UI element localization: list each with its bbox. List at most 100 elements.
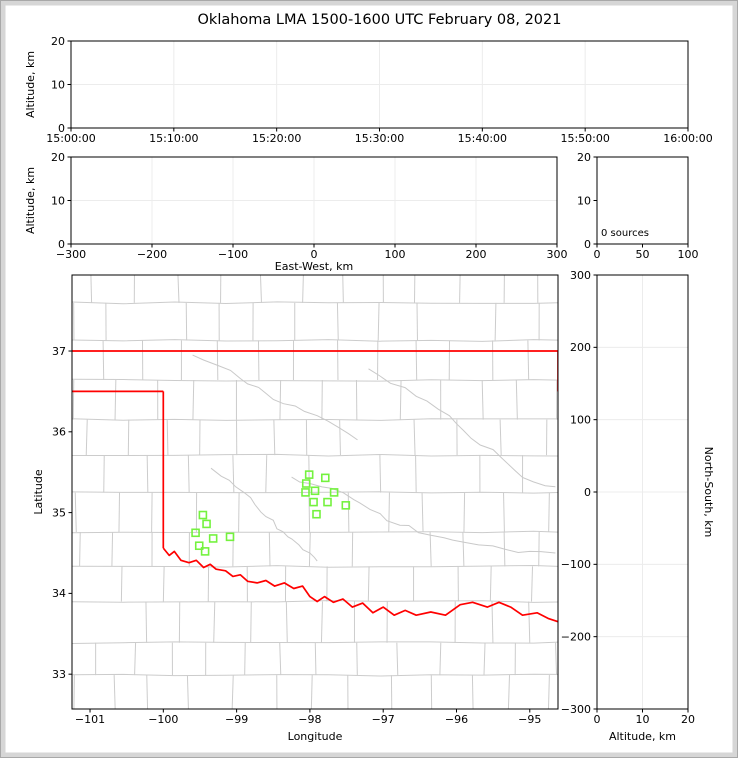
county-line-vertical [114, 380, 117, 420]
county-line-vertical [250, 601, 252, 643]
county-line-horizontal [72, 673, 558, 677]
lma-station-marker [320, 473, 330, 483]
county-line-horizontal [72, 491, 558, 494]
x-axis-label-plan-view-map: Longitude [288, 730, 343, 743]
county-line-vertical [113, 675, 116, 709]
county-line-vertical [259, 275, 262, 303]
y-tick-label: −200 [561, 630, 591, 643]
county-line-vertical [415, 340, 418, 381]
x-tick-label: −300 [56, 248, 86, 261]
county-line-horizontal [72, 301, 558, 305]
red-river-border [162, 547, 558, 623]
y-tick-label: 35 [52, 506, 66, 519]
panel-altitude-vs-east-west: −300 −200 −100 0 100 200 300 0 10 20 East-West, km… [24, 151, 568, 273]
x-axis-label-altitude-vs-east-west: East-West, km [275, 260, 353, 273]
county-line-vertical [213, 601, 216, 643]
cimarron-river [192, 354, 358, 441]
panel-border [70, 156, 558, 245]
y-axis-label-altitude-vs-time: Altitude, km [24, 51, 37, 118]
y-tick-label: −100 [561, 558, 591, 571]
county-line-vertical [356, 642, 358, 676]
county-line-vertical [279, 380, 282, 420]
county-line-vertical [145, 601, 148, 643]
county-line-horizontal [72, 418, 558, 421]
county-line-vertical [463, 492, 466, 533]
lma-station-marker [341, 501, 351, 510]
county-line-vertical [111, 532, 114, 567]
x-tick-label: −97 [372, 713, 395, 726]
y-tick-label: 300 [570, 269, 591, 282]
panel-plan-view-map: −101 −100 −99 −98 −97 −96 −95 33 34 35 36 37 Longitu… [32, 274, 559, 743]
x-tick-label: 16:00:00 [663, 132, 712, 145]
county-line-vertical [483, 642, 486, 676]
county-line-horizontal [72, 564, 558, 568]
x-tick-label: 300 [547, 248, 568, 261]
county-line-vertical [238, 492, 240, 533]
y-tick-label: 34 [52, 587, 66, 600]
panel-north-south-vs-altitude: 0 10 20 300 200 100 0 −100 −200 −300 Altitude, km N… [561, 269, 715, 743]
county-line-vertical [528, 601, 531, 643]
county-line-vertical [85, 419, 88, 456]
county-line-vertical [396, 642, 399, 676]
county-line-horizontal [72, 378, 558, 382]
county-line-vertical [102, 340, 105, 381]
y-tick-label: 10 [577, 194, 591, 207]
panel-altitude-histogram: 0 50 100 0 10 20 0 sources [577, 151, 699, 261]
x-tick-label: −100 [218, 248, 248, 261]
county-line-vertical [527, 340, 530, 381]
y-tick-label: 20 [577, 151, 591, 164]
panel-border [70, 40, 689, 129]
county-line-vertical [491, 601, 494, 643]
county-line-vertical [192, 380, 195, 420]
county-line-vertical [413, 419, 416, 456]
x-tick-label: 15:20:00 [252, 132, 301, 145]
x-tick-label: 15:00:00 [46, 132, 95, 145]
x-tick-label: 20 [681, 713, 695, 726]
y-tick-label: 100 [570, 413, 591, 426]
county-line-vertical [118, 492, 121, 533]
county-line-vertical [555, 642, 558, 676]
y-tick-label: 37 [52, 345, 66, 358]
y-tick-label: 10 [51, 194, 65, 207]
panel-border [596, 156, 689, 245]
county-line-vertical [531, 566, 534, 602]
county-line-vertical [339, 419, 341, 456]
figure-title: Oklahoma LMA 1500-1600 UTC February 08, … [197, 12, 562, 28]
county-line-vertical [481, 380, 484, 420]
county-line-vertical [347, 492, 350, 533]
x-tick-label: 10 [636, 713, 650, 726]
y-axis-label-north-south-vs-altitude: North-South, km [702, 447, 715, 538]
county-line-horizontal [72, 530, 558, 534]
county-line-vertical [232, 455, 235, 493]
county-line-vertical [489, 566, 492, 602]
y-tick-label: 0 [58, 238, 65, 251]
county-line-vertical [265, 455, 268, 493]
county-boundaries [72, 275, 558, 709]
y-tick-label: 20 [51, 35, 65, 48]
lma-station-marker [202, 519, 211, 529]
lma-station-marker [323, 497, 332, 507]
county-line-vertical [244, 642, 246, 676]
county-line-vertical [308, 532, 311, 567]
county-line-horizontal [72, 453, 558, 457]
x-tick-label: 15:30:00 [355, 132, 404, 145]
arkansas-river [368, 368, 556, 488]
county-line-vertical [547, 675, 550, 709]
county-line-horizontal [72, 641, 558, 644]
county-line-vertical [503, 492, 505, 533]
lma-station-marker [194, 541, 204, 551]
y-axis-label-altitude-vs-east-west: Altitude, km [24, 167, 37, 234]
x-tick-label: 15:10:00 [149, 132, 198, 145]
county-line-vertical [515, 380, 518, 420]
county-line-vertical [459, 275, 461, 303]
county-line-vertical [231, 675, 234, 709]
county-line-vertical [216, 340, 219, 381]
panel-altitude-vs-time: 15:00:00 15:10:00 15:20:00 15:30:00 15:40:00… [24, 35, 713, 145]
x-tick-label: 0 [594, 713, 601, 726]
county-line-vertical [268, 532, 271, 567]
county-line-vertical [134, 642, 137, 676]
lma-stations [191, 470, 351, 556]
